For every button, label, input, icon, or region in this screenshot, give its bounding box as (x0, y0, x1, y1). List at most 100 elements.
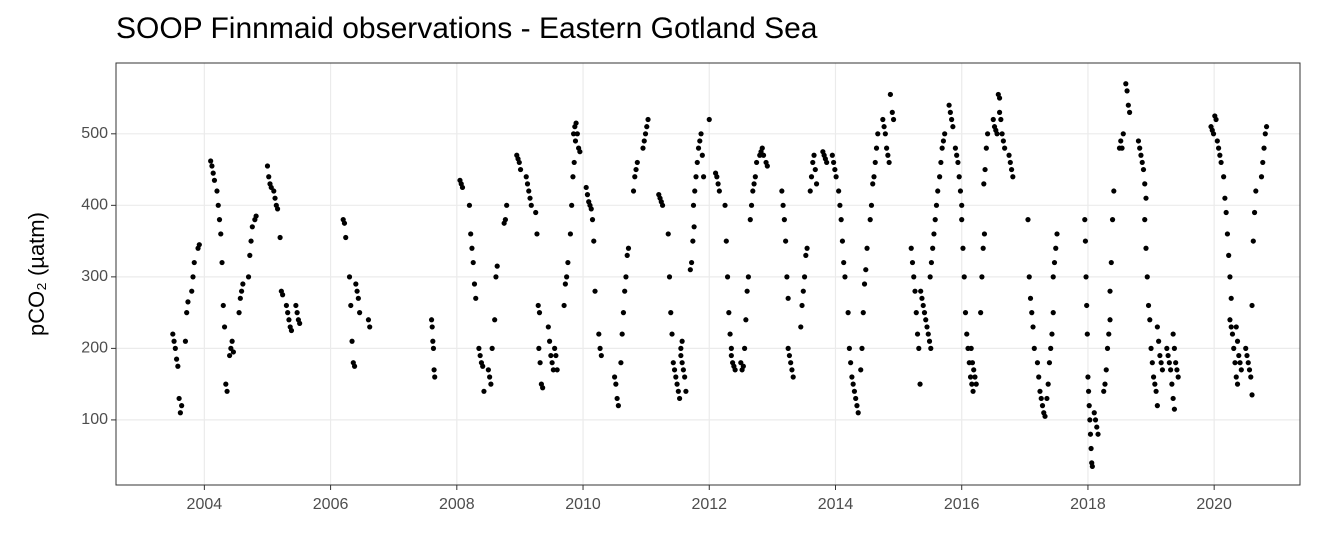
point (959, 217, 965, 223)
point (550, 367, 556, 373)
point (697, 138, 703, 144)
y-tick-label: 300 (81, 268, 108, 285)
point (968, 345, 974, 351)
point (562, 281, 568, 287)
point (245, 274, 252, 280)
point (1150, 374, 1157, 380)
point (564, 274, 570, 280)
point (632, 174, 638, 180)
point (1246, 367, 1253, 373)
point (1042, 413, 1048, 419)
point (678, 345, 684, 351)
point (671, 367, 678, 373)
point (695, 145, 702, 151)
point (1006, 152, 1012, 158)
point (747, 217, 753, 223)
point (481, 388, 487, 394)
point (471, 281, 478, 287)
x-tick-label: 2014 (818, 496, 854, 513)
point (553, 352, 559, 359)
x-tick-label: 2010 (565, 496, 601, 513)
point (619, 331, 625, 337)
point (990, 116, 996, 123)
point (1234, 338, 1241, 344)
point (210, 170, 216, 176)
point (925, 331, 931, 337)
point (611, 374, 618, 380)
point (1149, 360, 1155, 366)
point (688, 259, 695, 266)
point (1030, 324, 1036, 330)
point (1031, 345, 1037, 351)
point (845, 310, 851, 316)
point (715, 181, 721, 187)
point (432, 374, 438, 380)
point (889, 109, 895, 115)
point (528, 202, 534, 208)
point (981, 231, 988, 237)
point (726, 310, 732, 316)
point (573, 120, 579, 126)
point (1039, 403, 1046, 409)
point (365, 317, 372, 323)
point (1027, 295, 1034, 301)
point (1048, 345, 1054, 351)
point (850, 381, 856, 387)
point (808, 174, 815, 180)
point (690, 238, 696, 244)
point (764, 163, 770, 169)
point (919, 295, 925, 301)
point (584, 192, 591, 198)
point (957, 188, 964, 194)
point (1223, 209, 1229, 216)
point (870, 181, 876, 187)
point (1260, 159, 1266, 166)
point (1000, 138, 1006, 144)
point (1139, 159, 1145, 166)
point (430, 345, 437, 351)
point (618, 360, 624, 366)
point (781, 217, 787, 223)
point (970, 388, 976, 394)
point (1044, 395, 1050, 402)
point (215, 202, 221, 208)
point (1233, 374, 1239, 380)
point (182, 338, 189, 344)
point (724, 274, 731, 280)
point (682, 374, 688, 380)
point (218, 231, 224, 237)
point (665, 231, 671, 237)
point (1109, 217, 1116, 223)
point (1171, 345, 1178, 351)
x-tick-label: 2008 (439, 496, 475, 513)
point (1248, 374, 1254, 380)
point (851, 388, 858, 394)
point (810, 159, 816, 166)
point (288, 327, 295, 334)
point (223, 381, 229, 387)
point (854, 403, 860, 409)
point (1143, 245, 1149, 251)
point (967, 374, 974, 380)
point (240, 281, 246, 287)
point (779, 188, 785, 194)
point (1050, 310, 1056, 316)
point (748, 202, 755, 208)
point (789, 367, 795, 373)
point (884, 145, 890, 151)
point (680, 367, 686, 373)
point (675, 388, 681, 394)
plot-border (115, 62, 1301, 486)
point (679, 338, 685, 344)
point (1170, 395, 1176, 402)
point (470, 259, 476, 266)
point (492, 317, 498, 323)
point (909, 259, 916, 266)
point (280, 292, 286, 298)
point (1102, 381, 1108, 387)
point (572, 138, 579, 144)
point (1034, 360, 1041, 366)
point (1168, 367, 1174, 373)
point (266, 174, 272, 180)
